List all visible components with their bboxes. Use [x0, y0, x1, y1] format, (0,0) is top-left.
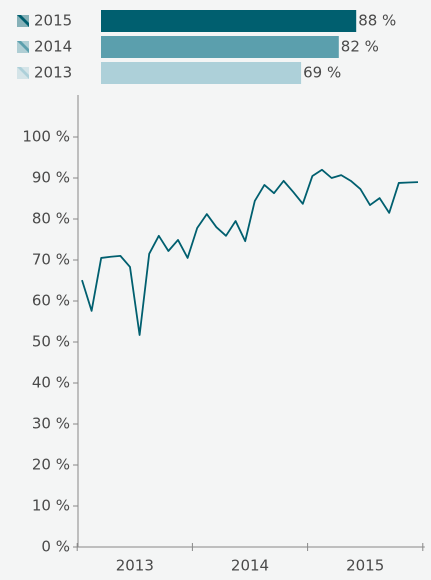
value-label: 82 %	[341, 38, 379, 56]
y-tick-label: 40 %	[32, 374, 70, 392]
value-label: 88 %	[358, 12, 396, 30]
legend-icon-stripe	[17, 41, 29, 53]
legend-icon-stripe	[17, 15, 29, 27]
y-tick-label: 20 %	[32, 456, 70, 474]
x-tick-label: 2013	[116, 557, 154, 575]
y-tick-label: 30 %	[32, 415, 70, 433]
y-tick-label: 80 %	[32, 210, 70, 228]
y-tick-label: 50 %	[32, 333, 70, 351]
y-tick-label: 70 %	[32, 251, 70, 269]
y-tick-label: 100 %	[22, 128, 70, 146]
x-tick-label: 2014	[231, 557, 269, 575]
y-tick-label: 90 %	[32, 169, 70, 187]
category-label: 2015	[34, 12, 72, 30]
bar	[101, 10, 357, 32]
x-tick-label: 2015	[346, 557, 384, 575]
category-label: 2014	[34, 38, 72, 56]
bar	[101, 36, 339, 58]
y-tick-label: 10 %	[32, 497, 70, 515]
bar	[101, 62, 302, 84]
line-series	[81, 168, 419, 336]
legend-icon-stripe	[17, 67, 29, 79]
category-label: 2013	[34, 64, 72, 82]
y-tick-label: 0 %	[41, 538, 70, 556]
y-tick-label: 60 %	[32, 292, 70, 310]
value-label: 69 %	[303, 64, 341, 82]
